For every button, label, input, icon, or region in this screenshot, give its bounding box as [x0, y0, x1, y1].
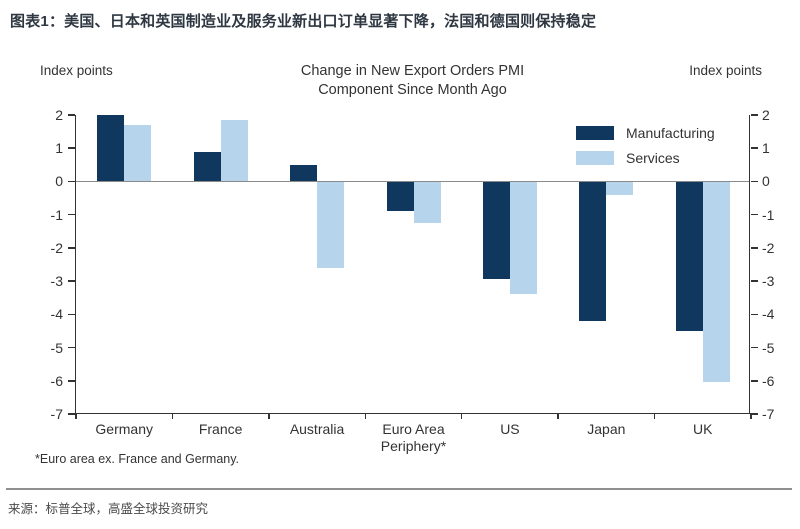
y-axis-tick-right	[750, 413, 758, 415]
bar-uk-services	[702, 181, 730, 383]
y-axis-tick-left	[67, 346, 75, 349]
y-axis-tick-label-left: -6	[50, 372, 63, 389]
y-axis-tick-right	[750, 213, 758, 216]
y-axis-tick-label-right: -6	[762, 372, 775, 389]
x-axis-category-label: Euro Area Periphery*	[380, 421, 447, 454]
bar-euro-area-periphery-services	[413, 181, 441, 223]
x-axis-tick	[75, 413, 77, 419]
y-axis-tick-right	[750, 380, 758, 382]
bar-germany-services	[124, 124, 152, 182]
y-axis-tick-left	[67, 114, 75, 116]
y-axis-tick-label-left: -2	[50, 239, 63, 256]
x-axis-tick	[653, 413, 656, 419]
y-axis-tick-left	[67, 180, 75, 183]
services-swatch-icon	[576, 151, 614, 165]
legend-label-manufacturing: Manufacturing	[626, 125, 715, 141]
legend-item-manufacturing: Manufacturing	[576, 125, 715, 141]
y-axis-tick-label-left: -3	[50, 273, 63, 290]
x-axis-tick	[557, 413, 559, 419]
source-attribution: 来源：标普全球，高盛全球投资研究	[8, 502, 209, 516]
bar-france-manufacturing	[193, 151, 221, 182]
x-axis-category-label: France	[198, 421, 243, 437]
y-axis-tick-label-left: 1	[55, 140, 63, 157]
legend-label-services: Services	[626, 150, 680, 166]
bar-euro-area-periphery-manufacturing	[386, 181, 414, 212]
x-axis-category-label: US	[500, 421, 520, 437]
right-axis-unit-label: Index points	[689, 63, 762, 78]
legend-item-services: Services	[576, 150, 715, 166]
bar-uk-manufacturing	[675, 181, 703, 331]
y-axis-tick-right	[750, 114, 758, 116]
manufacturing-swatch-icon	[576, 126, 614, 140]
y-axis-tick-label-right: -7	[762, 406, 775, 422]
x-axis-tick	[460, 413, 463, 419]
y-axis-tick-right	[750, 280, 758, 282]
bar-germany-manufacturing	[97, 115, 125, 182]
chart-footnote: *Euro area ex. France and Germany.	[35, 452, 240, 466]
bar-france-services	[220, 119, 248, 182]
y-axis-tick-right	[750, 247, 758, 249]
chart-title: Change in New Export Orders PMI Componen…	[300, 63, 525, 98]
y-axis-tick-left	[67, 380, 75, 382]
y-axis-tick-left	[67, 313, 75, 316]
x-axis-category-label: Germany	[95, 421, 153, 437]
chart-legend: Manufacturing Services	[576, 125, 715, 166]
y-axis-tick-left	[67, 147, 75, 149]
x-axis-category-label: UK	[693, 421, 713, 437]
bar-us-services	[509, 181, 537, 295]
x-axis-category-label: Japan	[587, 421, 626, 437]
bar-australia-manufacturing	[290, 164, 318, 182]
y-axis-tick-left	[67, 213, 75, 216]
page-title: 图表1：美国、日本和英国制造业及服务业新出口订单显著下降，法国和德国则保持稳定	[10, 13, 597, 30]
y-axis-tick-left	[67, 247, 75, 249]
divider-line	[6, 488, 792, 490]
bar-japan-services	[606, 181, 634, 195]
y-axis-tick-label-left: -1	[50, 206, 63, 223]
bar-australia-services	[317, 181, 345, 268]
y-axis-tick-label-right: -4	[762, 306, 775, 323]
y-axis-tick-left	[67, 280, 75, 282]
bar-us-manufacturing	[482, 181, 510, 280]
y-axis-tick-left	[67, 413, 75, 415]
bar-japan-manufacturing	[579, 181, 607, 321]
y-axis-tick-label-left: -4	[50, 306, 63, 323]
y-axis-tick-label-right: -3	[762, 273, 775, 290]
plot-area: Manufacturing Services 2 2 1 1 0 0 -1 -1 -2 -2 -3 -…	[51, 108, 775, 454]
y-axis-tick-right	[750, 147, 758, 149]
y-axis-tick-label-left: -5	[50, 339, 63, 356]
x-axis-category-label: Australia	[289, 421, 345, 437]
x-axis-tick	[268, 413, 270, 419]
left-axis-unit-label: Index points	[40, 63, 113, 78]
y-axis-tick-label-right: 2	[762, 107, 770, 123]
x-axis-tick	[171, 413, 174, 419]
y-axis-tick-label-right: -5	[762, 339, 775, 356]
y-axis-tick-label-right: 0	[762, 173, 770, 190]
y-axis-tick-label-left: 0	[55, 173, 63, 190]
y-axis-tick-right	[750, 180, 758, 183]
y-axis-tick-label-left: 2	[55, 107, 63, 123]
y-axis-tick-right	[750, 346, 758, 349]
y-axis-tick-label-right: -2	[762, 239, 775, 256]
y-axis-tick-label-left: -7	[50, 406, 63, 422]
x-axis-tick	[750, 413, 752, 419]
zero-baseline	[76, 180, 749, 183]
y-axis-tick-right	[750, 313, 758, 316]
y-axis-tick-label-right: 1	[762, 140, 770, 157]
y-axis-tick-label-right: -1	[762, 206, 775, 223]
x-axis-tick	[364, 413, 367, 419]
